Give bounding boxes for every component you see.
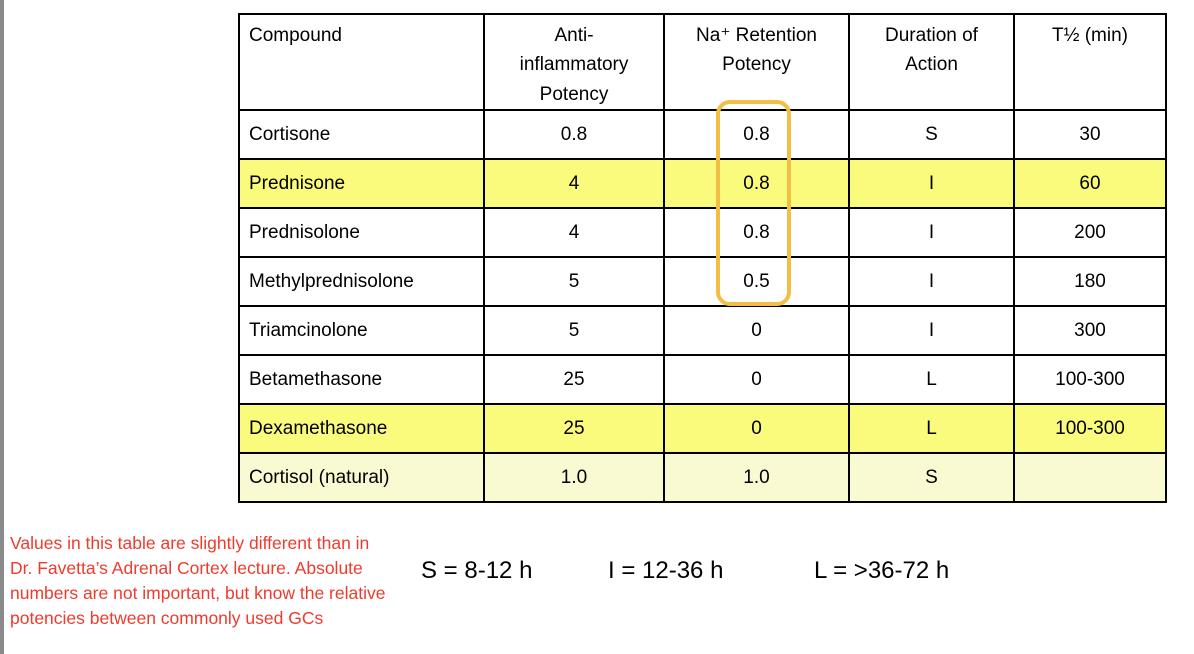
cell-na-retention: 0.8 — [663, 109, 850, 161]
cell-duration: I — [848, 256, 1015, 308]
cell-compound: Methylprednisolone — [238, 256, 485, 308]
cell-anti-inflammatory: 5 — [483, 256, 665, 308]
column-header-duration-of-action: Duration of Action — [848, 12, 1015, 112]
table-row-triamcinolone: Triamcinolone 5 0 I 300 — [238, 305, 1167, 357]
cell-anti-inflammatory: 1.0 — [483, 452, 665, 504]
table-row-dexamethasone: Dexamethasone 25 0 L 100-300 — [238, 403, 1167, 455]
cell-compound: Cortisol (natural) — [238, 452, 485, 504]
cell-duration: I — [848, 305, 1015, 357]
column-header-na-retention-potency: Na⁺ Retention Potency — [663, 12, 850, 112]
cell-duration: S — [848, 452, 1015, 504]
table-row-cortisol-natural: Cortisol (natural) 1.0 1.0 S — [238, 452, 1167, 504]
duration-legend-long: L = >36-72 h — [814, 557, 950, 584]
duration-legend-short: S = 8-12 h — [421, 557, 533, 584]
table-row-betamethasone: Betamethasone 25 0 L 100-300 — [238, 354, 1167, 406]
cell-compound: Triamcinolone — [238, 305, 485, 357]
column-header-t-half: T½ (min) — [1013, 12, 1167, 112]
cell-duration: L — [848, 354, 1015, 406]
cell-na-retention: 0.5 — [663, 256, 850, 308]
cell-duration: S — [848, 109, 1015, 161]
cell-compound: Betamethasone — [238, 354, 485, 406]
cell-t-half: 100-300 — [1013, 403, 1167, 455]
cell-duration: L — [848, 403, 1015, 455]
steroid-potency-table: Compound Anti- inflammatory Potency Na⁺ … — [238, 12, 1167, 504]
cell-anti-inflammatory: 5 — [483, 305, 665, 357]
cell-t-half: 200 — [1013, 207, 1167, 259]
cell-compound: Prednisone — [238, 158, 485, 210]
duration-legend-intermediate: I = 12-36 h — [608, 557, 724, 584]
cell-t-half — [1013, 452, 1167, 504]
cell-t-half: 100-300 — [1013, 354, 1167, 406]
cell-compound: Prednisolone — [238, 207, 485, 259]
column-header-anti-inflammatory-potency: Anti- inflammatory Potency — [483, 12, 665, 112]
cell-anti-inflammatory: 25 — [483, 403, 665, 455]
note-text: Values in this table are slightly differ… — [10, 533, 386, 628]
cell-t-half: 30 — [1013, 109, 1167, 161]
table-row-cortisone: Cortisone 0.8 0.8 S 30 — [238, 109, 1167, 161]
cell-duration: I — [848, 207, 1015, 259]
table-row-methylprednisolone: Methylprednisolone 5 0.5 I 180 — [238, 256, 1167, 308]
cell-compound: Cortisone — [238, 109, 485, 161]
cell-anti-inflammatory: 4 — [483, 207, 665, 259]
cell-anti-inflammatory: 25 — [483, 354, 665, 406]
cell-na-retention: 0.8 — [663, 158, 850, 210]
cell-na-retention: 0 — [663, 354, 850, 406]
cell-duration: I — [848, 158, 1015, 210]
column-header-compound: Compound — [238, 12, 485, 112]
cell-anti-inflammatory: 0.8 — [483, 109, 665, 161]
cell-t-half: 60 — [1013, 158, 1167, 210]
table-row-prednisone: Prednisone 4 0.8 I 60 — [238, 158, 1167, 210]
cell-t-half: 300 — [1013, 305, 1167, 357]
header-row: Compound Anti- inflammatory Potency Na⁺ … — [238, 12, 1167, 112]
cell-na-retention: 0.8 — [663, 207, 850, 259]
cell-na-retention: 0 — [663, 305, 850, 357]
cell-na-retention: 1.0 — [663, 452, 850, 504]
window-edge-strip — [0, 0, 4, 654]
cell-compound: Dexamethasone — [238, 403, 485, 455]
table-row-prednisolone: Prednisolone 4 0.8 I 200 — [238, 207, 1167, 259]
cell-anti-inflammatory: 4 — [483, 158, 665, 210]
cell-t-half: 180 — [1013, 256, 1167, 308]
cell-na-retention: 0 — [663, 403, 850, 455]
